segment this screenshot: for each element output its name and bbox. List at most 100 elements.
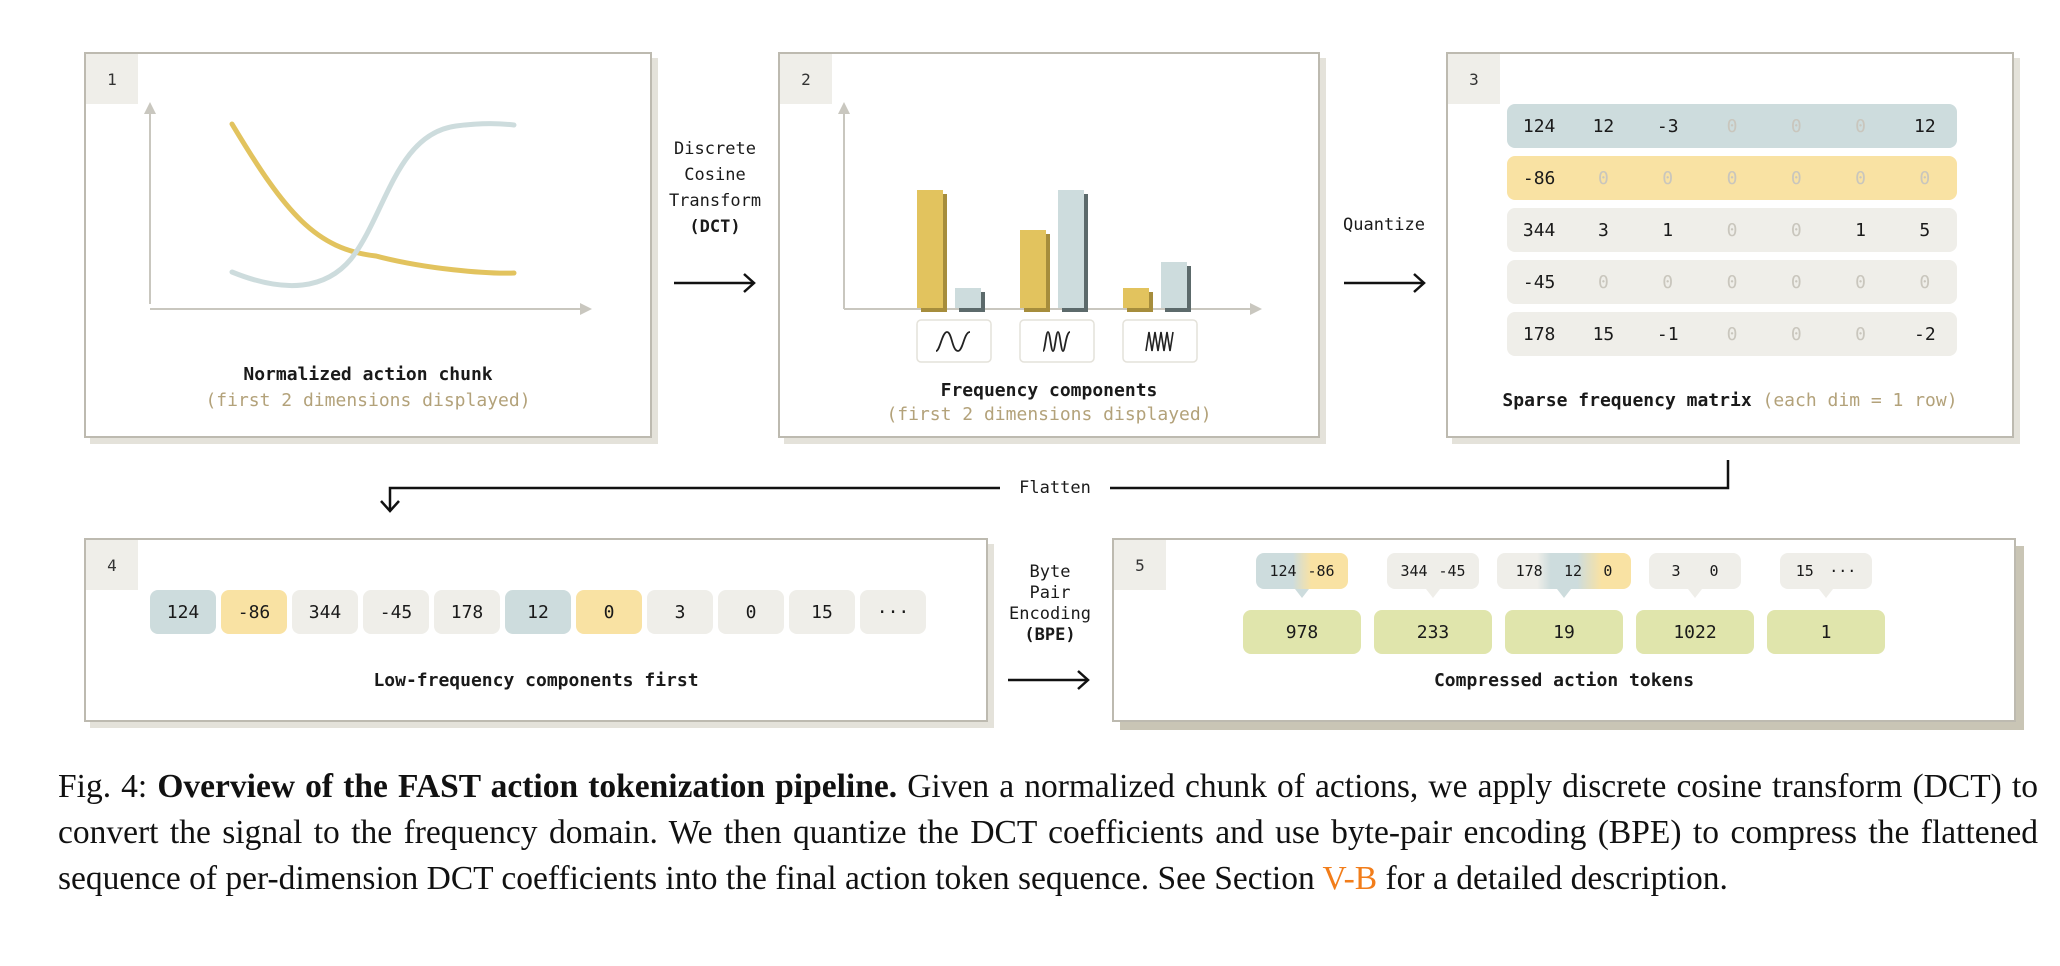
matrix-cell: 0 (1790, 219, 1802, 241)
bpe-label-line-3: Encoding (1009, 604, 1091, 624)
matrix-cell: 0 (1790, 323, 1802, 345)
matrix-cell: -3 (1656, 115, 1679, 137)
matrix-cell: 0 (1726, 167, 1738, 189)
panel-subtitle: (first 2 dimensions displayed) (886, 404, 1212, 425)
bpe-group-value: 0 (1603, 562, 1613, 580)
panel-compressed-action-tokens: 5 124 -86 978 344 -45 233 178 12 0 19 3 0 1022 15 ··· 1… (1112, 538, 2016, 722)
bpe-label-line-1: Byte (1029, 562, 1071, 582)
matrix-cell: 0 (1662, 271, 1674, 293)
caption-prefix: Fig. 4: (58, 768, 158, 805)
matrix-cell: -1 (1656, 323, 1679, 345)
bpe-group-value: -45 (1438, 562, 1466, 580)
bpe-group-pointer (1819, 589, 1833, 598)
sequence-value: ··· (860, 590, 926, 634)
caption-bold-title: Overview of the FAST action tokenization… (157, 768, 898, 805)
dct-label-line-1: Discrete (674, 139, 756, 159)
panel-title: Sparse frequency matrix (1502, 390, 1752, 411)
bpe-label-line-4: (BPE) (1024, 625, 1076, 645)
bpe-group: 15 ··· (1780, 553, 1872, 589)
bpe-group-value: 12 (1563, 562, 1583, 580)
matrix-cell: -45 (1522, 271, 1556, 293)
sequence-value: 344 (292, 590, 358, 634)
sequence-value: 15 (789, 590, 855, 634)
panel-subtitle: (each dim = 1 row) (1762, 390, 1958, 411)
sequence-value: -45 (363, 590, 429, 634)
flatten-label: Flatten (1000, 476, 1110, 500)
bpe-group-pointer (1688, 589, 1702, 598)
y-axis-arrow (144, 102, 156, 114)
sequence-value: 3 (647, 590, 713, 634)
sequence-value: 0 (718, 590, 784, 634)
panel-title: Normalized action chunk (243, 364, 493, 385)
bar-blue-2 (1058, 190, 1084, 308)
panel-title: Compressed action tokens (1433, 670, 1695, 691)
matrix-cell: 0 (1726, 219, 1738, 241)
bar-blue-1 (955, 288, 981, 308)
matrix-cell: 1 (1662, 219, 1674, 241)
section-link[interactable]: V-B (1322, 860, 1378, 897)
panel-normalized-action-chunk: 1 Normalized action chunk (first 2 dimen… (84, 52, 652, 438)
bpe-group-value: 344 (1400, 562, 1428, 580)
matrix-cell: -86 (1522, 167, 1556, 189)
matrix-cell: 0 (1598, 167, 1609, 189)
bpe-group-pointer (1426, 589, 1440, 598)
bpe-label-line-2: Pair (1029, 583, 1071, 603)
matrix-row: -45 0 0 0 0 0 0 (1507, 260, 1957, 304)
matrix-cell: 0 (1855, 271, 1866, 293)
figure-caption: Fig. 4: Overview of the FAST action toke… (58, 764, 2038, 902)
matrix-cell: 0 (1790, 271, 1802, 293)
dimension-1-curve (229, 121, 517, 276)
panel-number: 5 (1114, 540, 1166, 590)
matrix-cell: 0 (1726, 115, 1738, 137)
panel-number: 3 (1448, 54, 1500, 104)
bpe-group: 124 -86 (1256, 553, 1348, 589)
bar-gold-3 (1123, 288, 1149, 308)
action-token: 978 (1243, 610, 1361, 654)
matrix-cell: 5 (1919, 219, 1931, 241)
quantize-arrow (1344, 273, 1426, 293)
action-chunk-plot (144, 102, 592, 315)
caption-text-end: for a detailed description. (1377, 860, 1728, 897)
panel-number: 4 (86, 540, 138, 590)
matrix-cell: 0 (1726, 323, 1738, 345)
bpe-group-value: 178 (1515, 562, 1543, 580)
matrix-row: 124 12 -3 0 0 0 12 (1507, 104, 1957, 148)
panel-title: Low-frequency components first (373, 670, 699, 691)
bpe-group-value: ··· (1829, 562, 1857, 580)
matrix-cell: 0 (1919, 167, 1931, 189)
caption-text: Given a normalized chunk of actions, we … (58, 768, 2039, 897)
matrix-cell: 0 (1855, 167, 1866, 189)
dimension-2-curve (229, 121, 517, 289)
matrix-row: -86 0 0 0 0 0 0 (1507, 156, 1957, 200)
matrix-cell: 178 (1522, 323, 1556, 345)
action-token: 1 (1767, 610, 1885, 654)
bpe-arrow-label: Byte Pair Encoding (BPE) (990, 562, 1110, 646)
sequence-value: 124 (150, 590, 216, 634)
quantize-arrow-label: Quantize (1343, 215, 1425, 235)
x-axis-arrow (1250, 303, 1262, 315)
matrix-cell: 1 (1855, 219, 1866, 241)
matrix-cell: 0 (1790, 167, 1802, 189)
dct-arrow-label: Discrete Cosine Transform (DCT) (660, 136, 770, 240)
matrix-row: 178 15 -1 0 0 0 -2 (1507, 312, 1957, 356)
panel-number: 2 (780, 54, 832, 104)
dct-label-line-2: Cosine (684, 165, 746, 185)
bar-gold-1 (917, 190, 943, 308)
panel-frequency-components: 2 Frequency components (first 2 dimensio… (778, 52, 1320, 438)
matrix-row: 344 3 1 0 0 1 5 (1507, 208, 1957, 252)
bpe-group-pointer (1295, 589, 1309, 598)
matrix-cell: 0 (1726, 271, 1738, 293)
matrix-cell: 15 (1592, 323, 1615, 345)
matrix-cell: 124 (1522, 115, 1556, 137)
bpe-group-value: -86 (1307, 562, 1335, 580)
matrix-cell: 0 (1662, 167, 1674, 189)
panel-title: Frequency components (940, 380, 1158, 401)
sequence-value: 178 (434, 590, 500, 634)
matrix-cell: 3 (1598, 219, 1609, 241)
panel-low-frequency-sequence: 4 124 -86 344 -45 178 12 0 3 0 15 ··· Low-frequenc… (84, 538, 988, 722)
matrix-cell: 0 (1855, 115, 1866, 137)
action-token: 233 (1374, 610, 1492, 654)
bar-blue-3 (1161, 262, 1187, 308)
low-frequency-wave-icon (916, 319, 992, 363)
